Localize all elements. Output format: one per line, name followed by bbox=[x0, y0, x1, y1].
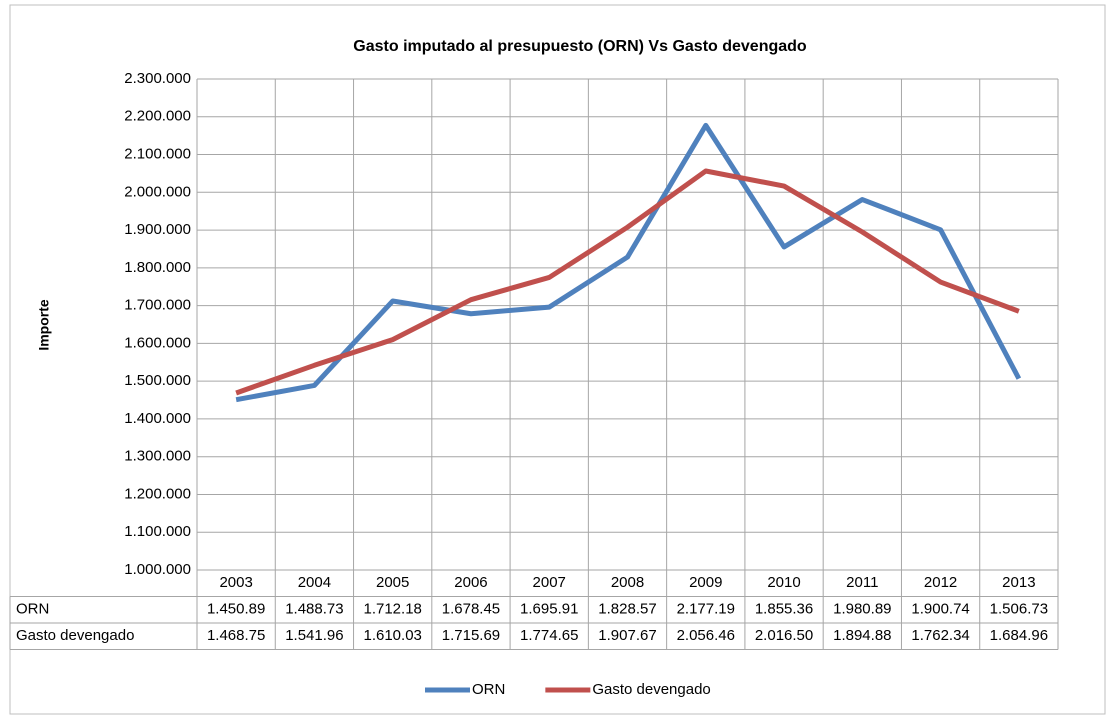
chart-border bbox=[9, 4, 1106, 715]
y-tick-label: 2.000.000 bbox=[124, 183, 191, 200]
table-cell: 1.907.67 bbox=[598, 627, 656, 644]
x-tick-label: 2013 bbox=[1002, 574, 1035, 591]
table-cell: 2.016.50 bbox=[755, 627, 813, 644]
x-tick-label: 2003 bbox=[219, 574, 252, 591]
table-cell: 1.828.57 bbox=[598, 601, 656, 618]
table-cell: 2.056.46 bbox=[677, 627, 735, 644]
table-cell: 1.450.89 bbox=[207, 601, 265, 618]
chart-title: Gasto imputado al presupuesto (ORN) Vs G… bbox=[353, 38, 807, 55]
table-cell: 1.488.73 bbox=[285, 601, 343, 618]
y-axis-label: Importe bbox=[36, 299, 52, 351]
table-cell: 1.855.36 bbox=[755, 601, 813, 618]
table-cell: 2.177.19 bbox=[677, 601, 735, 618]
y-tick-label: 1.700.000 bbox=[124, 297, 191, 314]
x-tick-label: 2007 bbox=[533, 574, 566, 591]
x-tick-label: 2004 bbox=[298, 574, 331, 591]
table-cell: 1.712.18 bbox=[363, 601, 421, 618]
table-cell: 1.506.73 bbox=[990, 601, 1048, 618]
y-tick-label: 2.100.000 bbox=[124, 146, 191, 163]
table-cell: 1.541.96 bbox=[285, 627, 343, 644]
legend-label: ORN bbox=[472, 681, 505, 698]
y-tick-label: 1.500.000 bbox=[124, 372, 191, 389]
y-tick-label: 1.000.000 bbox=[124, 561, 191, 578]
table-cell: 1.695.91 bbox=[520, 601, 578, 618]
table-row-label: Gasto devengado bbox=[16, 627, 134, 644]
table-cell: 1.684.96 bbox=[990, 627, 1048, 644]
table-cell: 1.715.69 bbox=[442, 627, 500, 644]
table-cell: 1.610.03 bbox=[363, 627, 421, 644]
y-tick-label: 1.300.000 bbox=[124, 448, 191, 465]
table-cell: 1.980.89 bbox=[833, 601, 891, 618]
y-tick-label: 2.200.000 bbox=[124, 108, 191, 125]
table-cell: 1.900.74 bbox=[911, 601, 969, 618]
x-tick-label: 2010 bbox=[767, 574, 800, 591]
series-line bbox=[235, 168, 1020, 396]
y-tick-label: 2.300.000 bbox=[124, 70, 191, 87]
table-cell: 1.894.88 bbox=[833, 627, 891, 644]
x-tick-label: 2012 bbox=[924, 574, 957, 591]
y-tick-label: 1.600.000 bbox=[124, 334, 191, 351]
y-tick-label: 1.800.000 bbox=[124, 259, 191, 276]
y-tick-label: 1.400.000 bbox=[124, 410, 191, 427]
y-tick-label: 1.900.000 bbox=[124, 221, 191, 238]
table-cell: 1.774.65 bbox=[520, 627, 578, 644]
y-tick-label: 1.100.000 bbox=[124, 523, 191, 540]
x-tick-label: 2005 bbox=[376, 574, 409, 591]
table-cell: 1.678.45 bbox=[442, 601, 500, 618]
table-cell: 1.762.34 bbox=[911, 627, 969, 644]
x-tick-label: 2009 bbox=[689, 574, 722, 591]
y-tick-label: 1.200.000 bbox=[124, 485, 191, 502]
x-tick-label: 2008 bbox=[611, 574, 644, 591]
x-tick-label: 2006 bbox=[454, 574, 487, 591]
x-tick-label: 2011 bbox=[846, 574, 878, 591]
series-line bbox=[235, 122, 1022, 403]
legend-label: Gasto devengado bbox=[592, 681, 710, 698]
table-cell: 1.468.75 bbox=[207, 627, 265, 644]
table-row-label: ORN bbox=[16, 601, 49, 618]
